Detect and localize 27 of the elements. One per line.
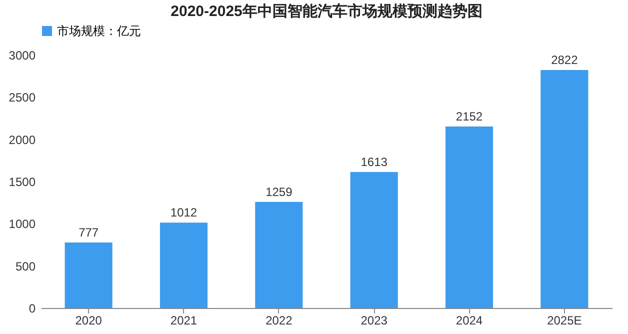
- data-label: 1259: [266, 184, 293, 199]
- y-tick-label: 1500: [8, 175, 36, 189]
- data-label: 777: [78, 225, 99, 240]
- x-tick-label: 2025E: [547, 314, 582, 328]
- x-tick-label: 2023: [360, 314, 388, 328]
- y-tick-label: 1000: [8, 217, 36, 232]
- bar: [64, 242, 112, 308]
- y-tick-label: 2500: [8, 90, 36, 105]
- bar: [540, 70, 588, 308]
- chart-title: 2020-2025年中国智能汽车市场规模预测趋势图: [170, 2, 482, 20]
- y-tick-label: 3000: [8, 48, 36, 62]
- data-label: 2822: [551, 53, 578, 68]
- x-tick-label: 2024: [456, 314, 483, 328]
- legend-label: 市场规模：亿元: [57, 24, 141, 38]
- bar: [160, 222, 208, 308]
- x-tick-label: 2020: [75, 314, 102, 328]
- data-label: 2152: [456, 110, 483, 124]
- y-tick-label: 500: [15, 259, 36, 274]
- x-tick-label: 2022: [266, 314, 293, 328]
- bar: [350, 172, 398, 308]
- bar: [255, 202, 303, 308]
- data-label: 1012: [170, 206, 198, 220]
- data-label: 1613: [360, 154, 388, 169]
- bar: [445, 126, 494, 308]
- x-tick-label: 2021: [170, 314, 198, 328]
- y-tick-label: 0: [28, 302, 36, 316]
- y-tick-label: 2000: [8, 132, 36, 147]
